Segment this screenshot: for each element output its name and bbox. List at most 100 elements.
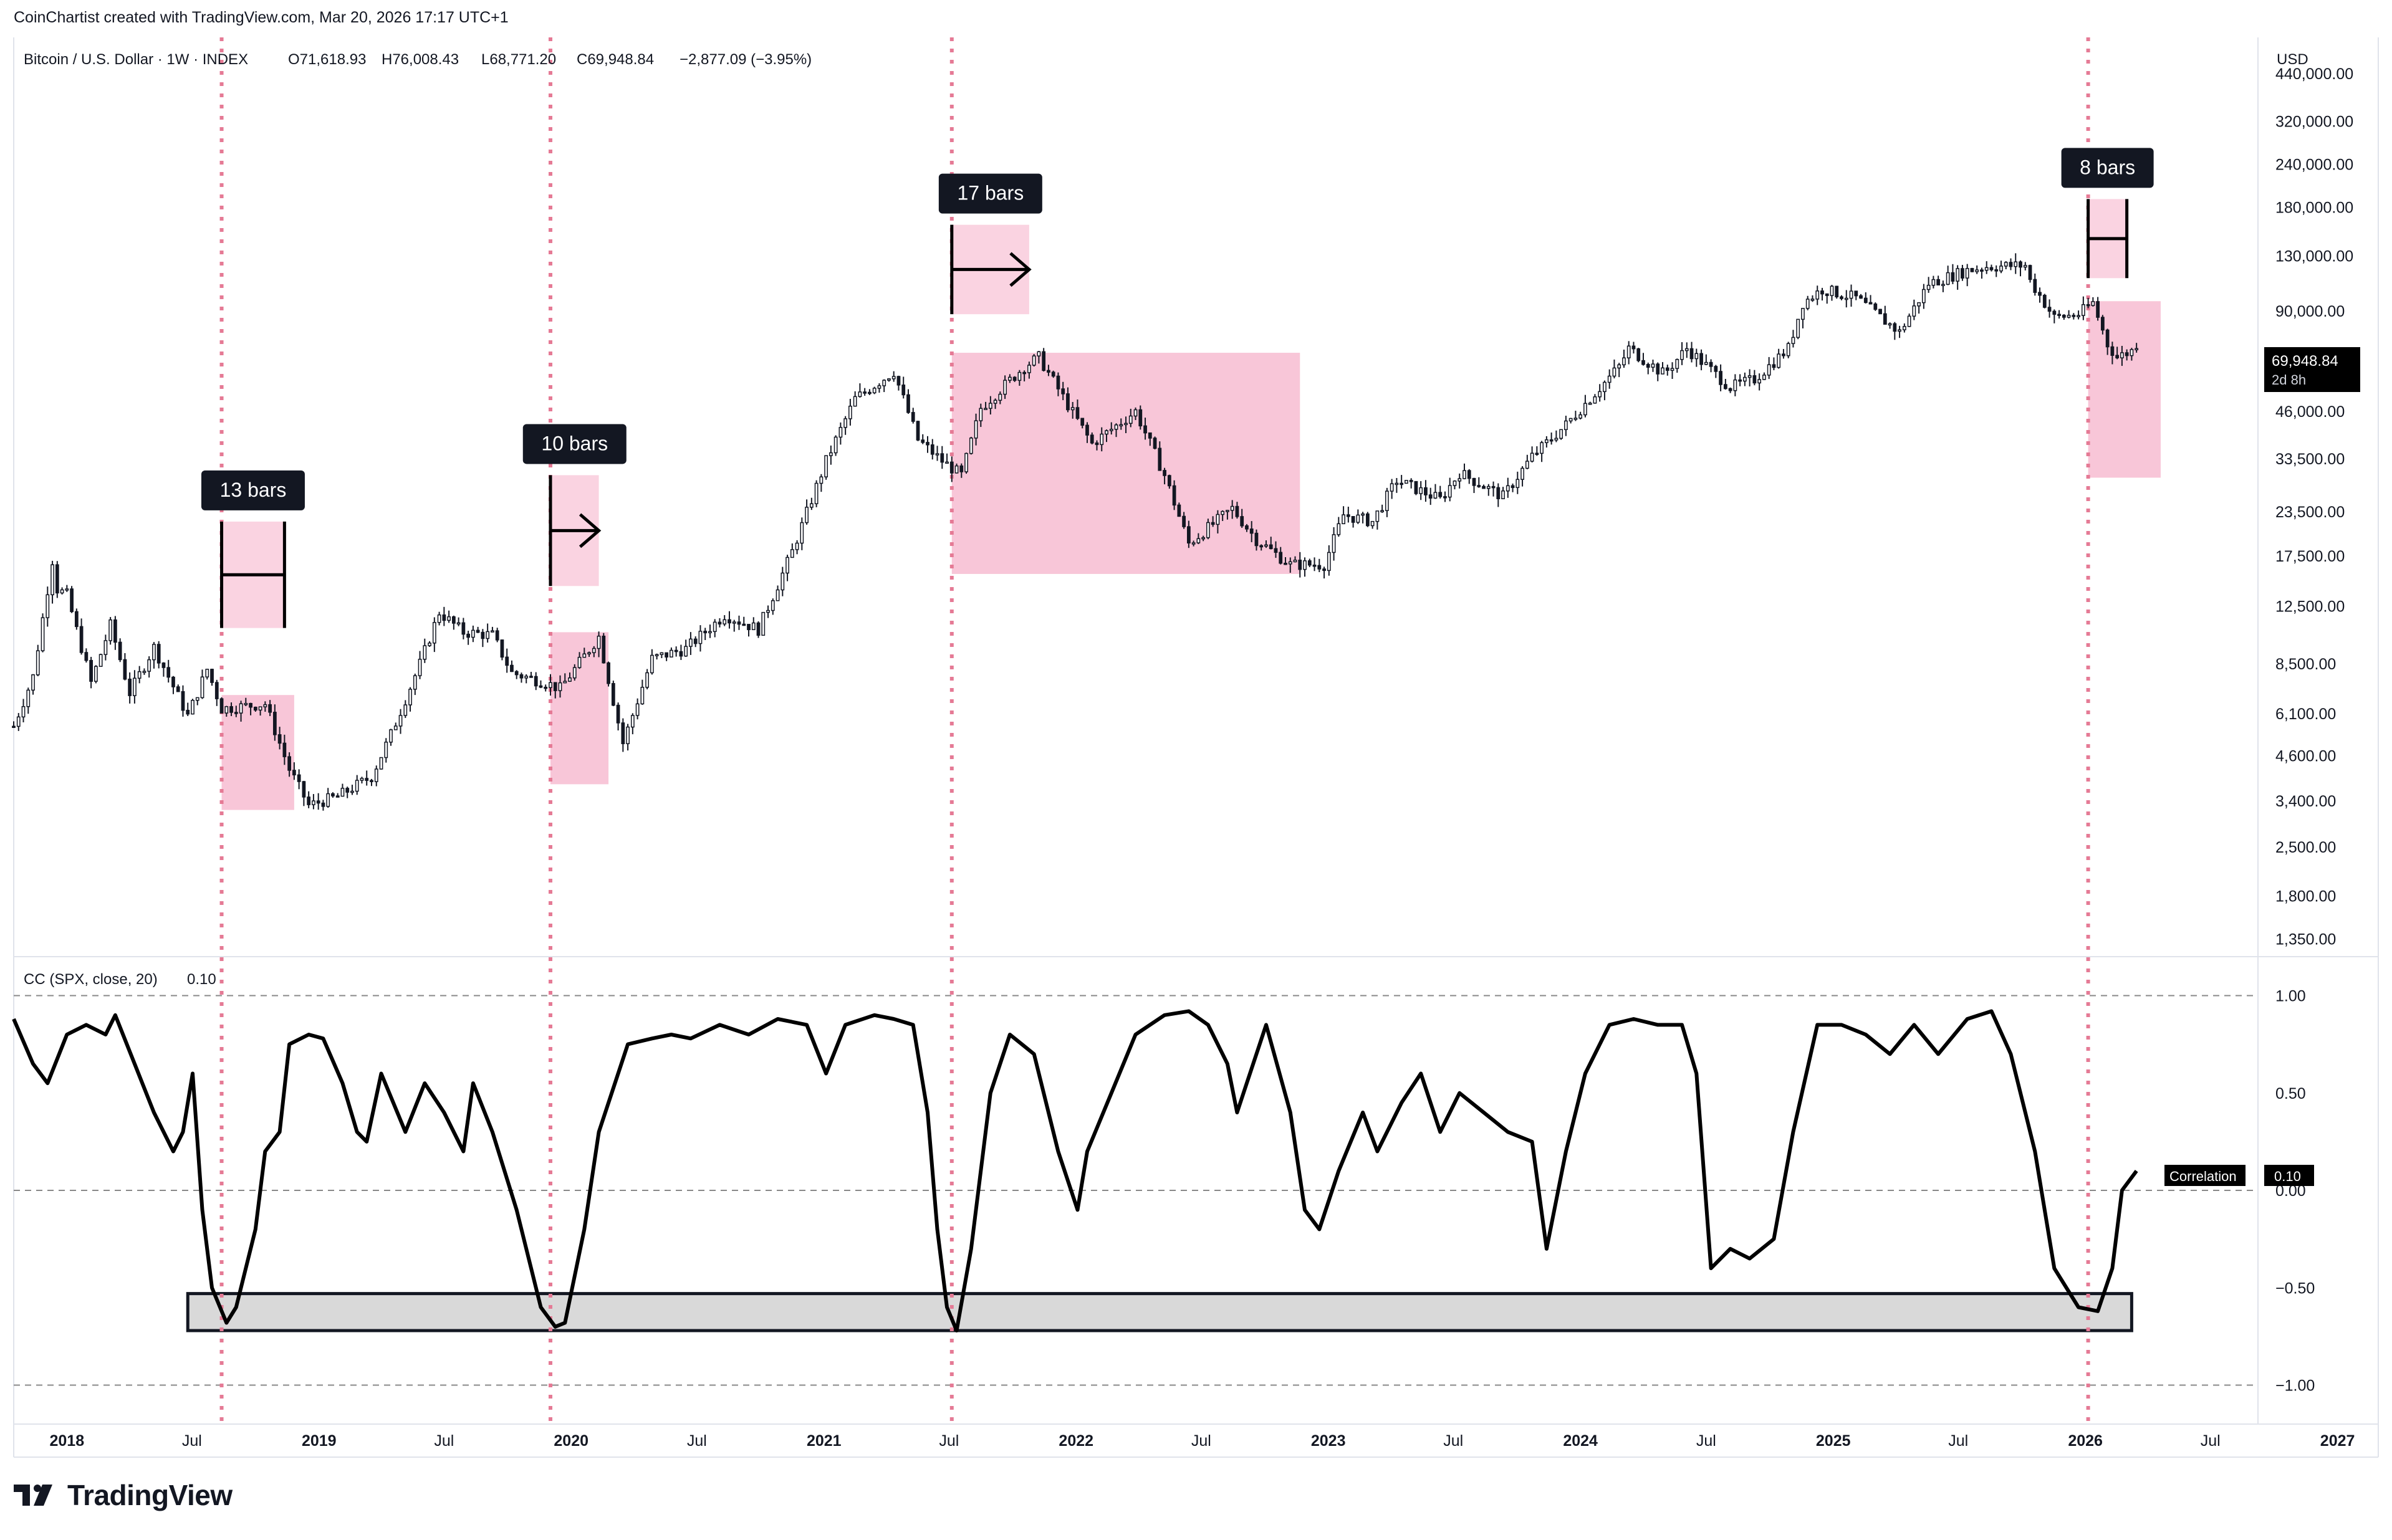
tradingview-brand[interactable]: TradingView [14,1478,233,1512]
candle-329 [1603,380,1607,401]
candle-122 [602,633,606,664]
candle-383 [1863,292,1868,304]
candle-87 [432,617,436,653]
candle-body [1322,568,1326,572]
candle-body [819,476,824,484]
candle-82 [408,687,412,712]
candle-117 [577,652,582,669]
candle-135 [665,652,669,661]
candle-body [896,376,901,386]
candle-body [1254,532,1259,547]
bar-count-1[interactable]: 10 bars [522,424,627,586]
candle-body [838,427,843,438]
candle-body [1124,423,1128,426]
candle-body [621,722,625,744]
candle-146 [718,618,722,628]
candle-259 [1264,540,1268,548]
candle-362 [1762,372,1766,380]
candle-body [940,453,944,463]
candle-body [882,380,886,386]
chart-svg[interactable]: 13 bars 10 bars 17 bars 8 bars 440,000.00 32… [0,0,2392,1465]
candle-body [1356,514,1360,523]
candle-body [1482,485,1486,489]
bar-count-annotations[interactable]: 13 bars 10 bars 17 bars 8 bars [201,148,2154,628]
candle-body [954,465,959,474]
candle-body [1709,361,1713,367]
candle-363 [1767,356,1771,380]
candle-97 [481,629,485,648]
time-axis[interactable]: 2018 Jul 2019 Jul 2020 Jul 2021 Jul 2022 Jul 2023 J… [50,1432,2355,1450]
candle-406 [1975,265,1979,274]
candle-343 [1670,362,1674,380]
candle-432 [2100,315,2105,335]
oscillator-axis[interactable]: 1.000.500.00−0.50−1.00 [2275,988,2315,1395]
candle-body [307,796,311,805]
candle-body [766,610,770,613]
candle-167 [819,474,824,492]
candle-body [1128,415,1133,424]
candle-159 [781,567,785,596]
candle-body [1593,396,1597,404]
time-tick-label: 2020 [554,1432,588,1450]
candle-1 [16,713,21,731]
candle-body [1191,542,1196,545]
candle-106 [524,674,529,684]
candle-76 [379,757,383,770]
candle-400 [1946,265,1950,285]
candle-body [1400,482,1404,485]
candle-282 [1375,510,1380,530]
bar-count-2[interactable]: 17 bars [938,173,1042,315]
candle-body [1186,526,1191,543]
candle-body [1554,438,1559,441]
candle-120 [592,646,596,658]
candle-407 [1980,267,1984,279]
candle-body [471,629,475,638]
candle-43 [219,697,224,714]
candle-338 [1646,362,1650,375]
bar-count-0[interactable]: 13 bars [201,470,305,628]
candle-306 [1491,481,1496,497]
candle-body [529,676,533,678]
candle-body [1530,452,1534,462]
candle-266 [1298,552,1302,578]
candle-279 [1361,512,1365,524]
candle-312 [1520,466,1524,487]
candle-44 [224,705,229,717]
candle-38 [195,697,199,705]
candle-208 [1017,370,1022,386]
candle-body [1689,348,1694,360]
candle-body [1061,388,1065,395]
candle-340 [1656,362,1660,381]
candle-body [1719,371,1722,385]
candle-body [1598,391,1602,398]
series-last-value: 0.10 [2274,1169,2301,1184]
bar-count-3[interactable]: 8 bars [2061,148,2154,279]
candle-244 [1191,540,1196,547]
candle-body [751,622,756,631]
candle-body [984,408,987,410]
candle-435 [2115,347,2120,360]
candle-263 [1284,557,1287,565]
candle-body [549,682,552,688]
candle-151 [742,616,746,626]
candle-233 [1138,405,1143,430]
candle-body [1211,522,1215,525]
bar-count-label-bg [522,424,627,464]
price-tick-label: 90,000.00 [2275,303,2345,320]
candle-body [693,638,698,644]
candle-body [1801,308,1805,320]
candle-123 [607,661,610,687]
candle-75 [374,765,378,787]
candle-221 [1080,418,1085,429]
price-axis[interactable]: 440,000.00 320,000.00 240,000.00 180,000.00… [2275,65,2353,949]
candle-413 [2009,258,2013,270]
candle-body [930,444,934,455]
candle-110 [544,684,548,692]
candle-220 [1075,399,1080,420]
candle-body [949,461,954,474]
candle-body [1075,407,1080,419]
candle-251 [1226,510,1229,520]
series-name-label: Correlation [2169,1169,2237,1184]
candle-body [776,589,780,601]
candle-body [1888,323,1892,326]
